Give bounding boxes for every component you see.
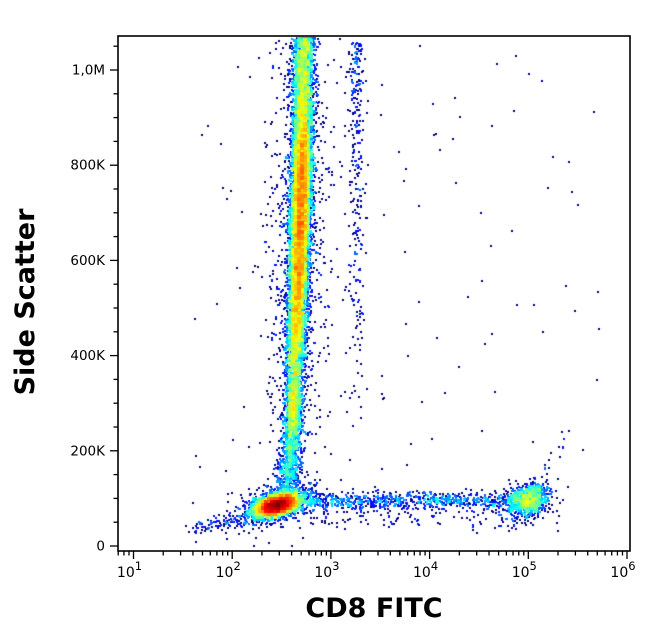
x-tick-label: 101 <box>117 559 142 581</box>
x-tick-label: 104 <box>413 559 438 581</box>
scatter-density-canvas <box>118 36 630 551</box>
x-tick-label: 102 <box>216 559 241 581</box>
y-tick-label: 1,0M <box>72 63 105 79</box>
y-axis-title: Side Scatter <box>10 208 41 396</box>
x-tick-label: 105 <box>512 559 537 581</box>
plot-border <box>117 35 631 552</box>
y-tick-label: 0 <box>96 539 105 555</box>
y-axis-ticks: 0 200K 400K 600K 800K 1,0M <box>70 45 118 555</box>
y-tick-label: 800K <box>70 158 106 174</box>
x-tick-label: 103 <box>314 559 339 581</box>
x-tick-label: 106 <box>610 559 635 581</box>
x-axis-ticks: 101 102 103 104 105 106 <box>117 551 636 581</box>
y-tick-label: 600K <box>70 253 106 269</box>
y-tick-label: 200K <box>70 443 106 459</box>
y-tick-label: 400K <box>70 348 106 364</box>
x-axis-title: CD8 FITC <box>305 593 442 624</box>
